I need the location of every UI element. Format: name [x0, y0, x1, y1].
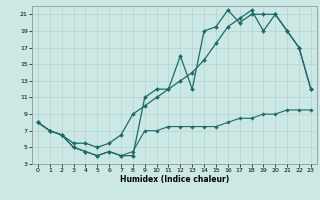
X-axis label: Humidex (Indice chaleur): Humidex (Indice chaleur): [120, 175, 229, 184]
